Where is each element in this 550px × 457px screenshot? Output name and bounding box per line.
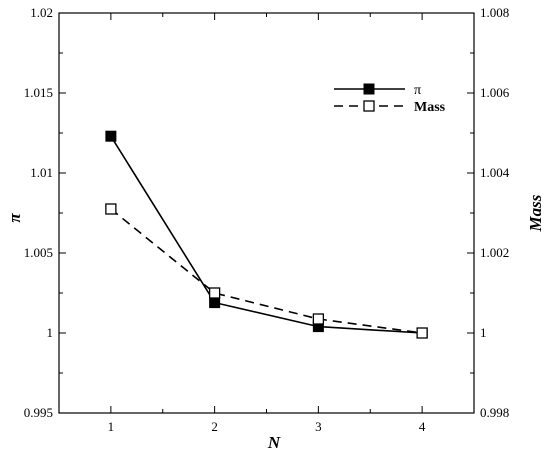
y-axis-title-left: π	[5, 213, 24, 223]
legend: π Mass	[334, 83, 446, 115]
y-tick-label-right: 1.004	[480, 165, 510, 180]
y-tick-label-left: 1.01	[30, 165, 53, 180]
y-tick-label-right: 0.998	[480, 405, 509, 420]
data-point-pi	[105, 130, 117, 142]
data-point-mass	[312, 313, 325, 325]
y-tick-label-left: 1.015	[24, 85, 53, 100]
y-axis-title-right: Mass	[526, 194, 545, 232]
y-tick-label-left: 1.005	[24, 245, 53, 260]
y-tick-label-left: 1.02	[30, 5, 53, 20]
plot-frame	[58, 12, 475, 414]
markers-layer	[105, 130, 428, 339]
y-tick-label-left: 0.995	[24, 405, 53, 420]
x-axis-title: N	[267, 433, 281, 452]
x-tick-label: 1	[108, 419, 115, 434]
x-tick-label: 2	[211, 419, 218, 434]
legend-marker-pi	[363, 83, 375, 95]
y-tick-label-right: 1.008	[480, 5, 509, 20]
ticks-layer: 1 2 3 4 0.995 1 1.005 1.01 1.015 1.02 0.998 1 1.002 1…	[24, 5, 510, 434]
data-point-mass	[416, 327, 428, 339]
legend-label-mass: Mass	[414, 100, 446, 115]
legend-label-pi: π	[414, 83, 421, 98]
x-tick-label: 4	[419, 419, 426, 434]
y-tick-label-right: 1	[480, 325, 487, 340]
series-layer	[110, 135, 423, 334]
series-line-pi	[110, 135, 423, 334]
data-point-mass	[208, 287, 221, 299]
series-line-mass	[110, 208, 423, 334]
y-tick-label-right: 1.006	[480, 85, 510, 100]
y-tick-label-right: 1.002	[480, 245, 509, 260]
legend-marker-mass	[363, 100, 375, 112]
data-point-pi	[209, 297, 221, 309]
data-point-mass	[105, 203, 117, 215]
x-tick-label: 3	[315, 419, 322, 434]
y-tick-label-left: 1	[47, 325, 54, 340]
